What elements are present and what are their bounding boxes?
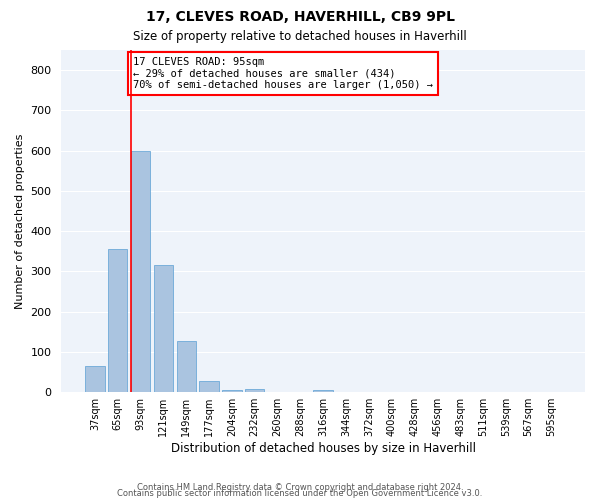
Text: Size of property relative to detached houses in Haverhill: Size of property relative to detached ho…: [133, 30, 467, 43]
Text: Contains HM Land Registry data © Crown copyright and database right 2024.: Contains HM Land Registry data © Crown c…: [137, 484, 463, 492]
Bar: [222, 390, 242, 392]
Bar: [199, 381, 219, 392]
Text: Contains public sector information licensed under the Open Government Licence v3: Contains public sector information licen…: [118, 490, 482, 498]
Bar: [85, 366, 104, 392]
Text: 17, CLEVES ROAD, HAVERHILL, CB9 9PL: 17, CLEVES ROAD, HAVERHILL, CB9 9PL: [146, 10, 455, 24]
Text: 17 CLEVES ROAD: 95sqm
← 29% of detached houses are smaller (434)
70% of semi-det: 17 CLEVES ROAD: 95sqm ← 29% of detached …: [133, 57, 433, 90]
Y-axis label: Number of detached properties: Number of detached properties: [15, 134, 25, 309]
Bar: [313, 390, 333, 392]
Bar: [245, 389, 265, 392]
Bar: [131, 150, 150, 392]
X-axis label: Distribution of detached houses by size in Haverhill: Distribution of detached houses by size …: [171, 442, 476, 455]
Bar: [176, 340, 196, 392]
Bar: [154, 266, 173, 392]
Bar: [108, 250, 127, 392]
